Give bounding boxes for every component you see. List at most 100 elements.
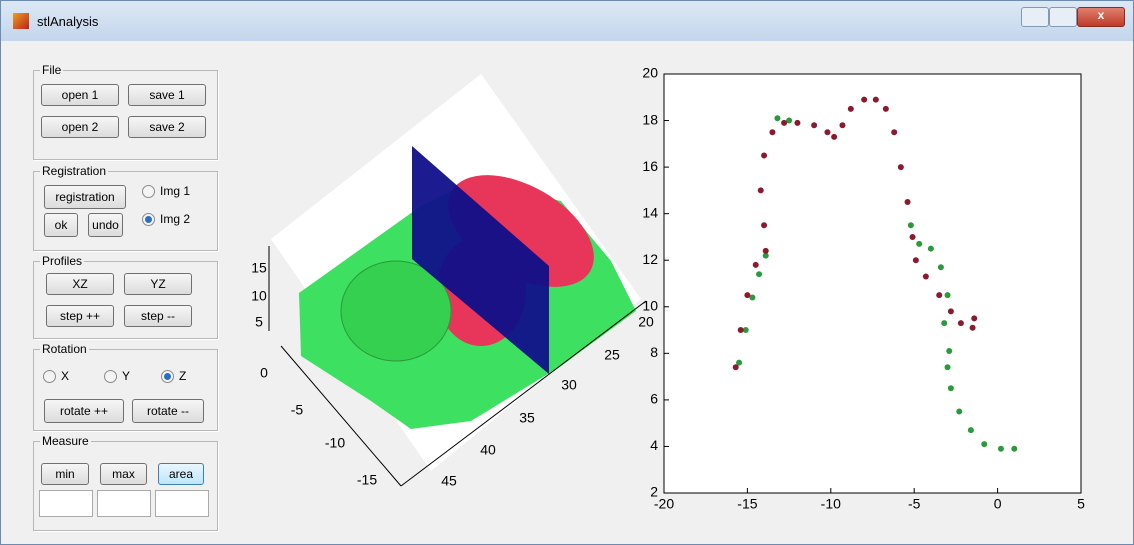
button[interactable]: step ++: [46, 305, 114, 327]
point: [956, 409, 962, 415]
y-tick-label: 4: [650, 437, 658, 453]
point: [958, 320, 964, 326]
radio[interactable]: Img 2: [142, 211, 190, 227]
point: [761, 152, 767, 158]
point: [938, 264, 944, 270]
3d-tick-label: 0: [260, 365, 268, 381]
3d-tick-label: 25: [604, 347, 620, 363]
point: [824, 129, 830, 135]
panel-title: Registration: [40, 164, 108, 178]
button[interactable]: undo: [88, 213, 123, 237]
point: [946, 348, 952, 354]
3d-tick-label: -10: [325, 435, 345, 451]
point: [945, 364, 951, 370]
x-tick-label: -5: [908, 496, 921, 512]
panel-title: Rotation: [40, 342, 89, 356]
point: [749, 294, 755, 300]
point: [861, 97, 867, 103]
radio[interactable]: Y: [104, 368, 130, 384]
3d-tick-label: -15: [357, 472, 377, 488]
point: [910, 234, 916, 240]
title-bar: stlAnalysis x: [1, 1, 1133, 41]
point: [753, 262, 759, 268]
button[interactable]: rotate --: [132, 399, 204, 423]
point: [971, 315, 977, 321]
panel-title: File: [40, 63, 63, 77]
3d-surface-red: [436, 236, 526, 346]
point: [763, 253, 769, 259]
button[interactable]: max: [100, 463, 147, 485]
panel: Measure: [33, 441, 218, 531]
text-field[interactable]: [97, 490, 151, 517]
y-tick-label: 20: [642, 65, 658, 81]
point: [883, 106, 889, 112]
y-tick-label: 16: [642, 158, 658, 174]
maximize[interactable]: [1049, 7, 1077, 27]
plot-area: [664, 74, 1081, 493]
point: [928, 246, 934, 252]
point: [811, 122, 817, 128]
button[interactable]: registration: [44, 185, 126, 209]
y-tick-label: 12: [642, 251, 658, 267]
button[interactable]: step --: [124, 305, 192, 327]
point: [774, 115, 780, 121]
button[interactable]: ok: [44, 213, 78, 237]
button[interactable]: open 2: [41, 116, 119, 138]
y-tick-label: 6: [650, 391, 658, 407]
app-icon: [13, 13, 29, 29]
point: [913, 257, 919, 263]
3d-surface-green: [299, 181, 636, 429]
point: [738, 327, 744, 333]
point: [781, 120, 787, 126]
x-tick-label: 0: [994, 496, 1002, 512]
close[interactable]: x: [1077, 7, 1125, 27]
3d-box: [271, 74, 641, 471]
3d-plane: [412, 146, 549, 374]
radio[interactable]: Img 1: [142, 183, 190, 199]
point: [948, 308, 954, 314]
y-tick-label: 14: [642, 204, 658, 220]
3d-axis: [401, 301, 646, 486]
button[interactable]: save 1: [128, 84, 206, 106]
point: [891, 129, 897, 135]
y-tick-label: 18: [642, 111, 658, 127]
minimize[interactable]: [1021, 7, 1049, 27]
point: [839, 122, 845, 128]
point: [831, 134, 837, 140]
3d-tick-label: 35: [519, 410, 535, 426]
point: [758, 187, 764, 193]
text-field[interactable]: [155, 490, 209, 517]
3d-tick-label: 30: [561, 377, 577, 393]
point: [769, 129, 775, 135]
button[interactable]: rotate ++: [44, 399, 124, 423]
point: [981, 441, 987, 447]
y-tick-label: 8: [650, 344, 658, 360]
text-field[interactable]: [39, 490, 93, 517]
button[interactable]: open 1: [41, 84, 119, 106]
radio[interactable]: Z: [161, 368, 186, 384]
point: [905, 199, 911, 205]
button[interactable]: YZ: [124, 273, 192, 295]
point: [763, 248, 769, 254]
point: [968, 427, 974, 433]
button[interactable]: XZ: [46, 273, 114, 295]
button[interactable]: save 2: [128, 116, 206, 138]
radio[interactable]: X: [43, 368, 69, 384]
point: [936, 292, 942, 298]
3d-surface-red: [429, 152, 613, 310]
point: [945, 292, 951, 298]
button[interactable]: area: [158, 463, 204, 485]
y-tick-label: 2: [650, 484, 658, 500]
button[interactable]: min: [41, 463, 89, 485]
3d-surface-green: [341, 261, 451, 361]
point: [744, 292, 750, 298]
point: [948, 385, 954, 391]
panel-title: Measure: [40, 434, 91, 448]
point: [756, 271, 762, 277]
3d-tick-label: 45: [441, 473, 457, 489]
y-tick-label: 10: [642, 297, 658, 313]
x-tick-label: -10: [821, 496, 841, 512]
x-tick-label: 5: [1077, 496, 1085, 512]
point: [873, 97, 879, 103]
point: [898, 164, 904, 170]
